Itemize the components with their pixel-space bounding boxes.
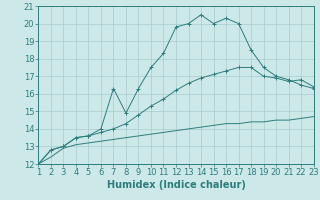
X-axis label: Humidex (Indice chaleur): Humidex (Indice chaleur) — [107, 180, 245, 190]
